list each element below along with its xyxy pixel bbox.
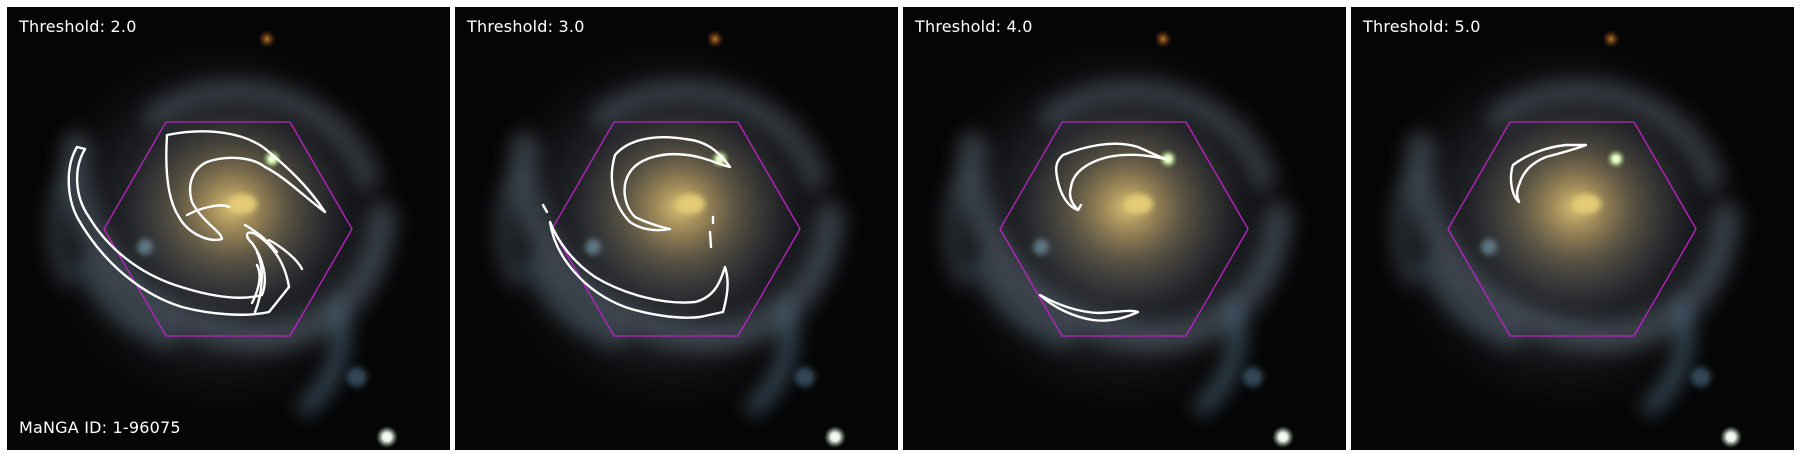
galaxy-image bbox=[1351, 7, 1794, 450]
panel-threshold-3: Threshold: 3.0 bbox=[455, 7, 898, 450]
contour-overlay bbox=[541, 136, 732, 319]
panel-threshold-4: Threshold: 4.0 bbox=[903, 7, 1346, 450]
contour-overlay bbox=[67, 130, 327, 316]
threshold-label: Threshold: 2.0 bbox=[19, 17, 137, 36]
galaxy-image bbox=[7, 7, 450, 450]
threshold-label: Threshold: 3.0 bbox=[467, 17, 585, 36]
panel-threshold-5: Threshold: 5.0 bbox=[1351, 7, 1794, 450]
manga-id-label: MaNGA ID: 1-96075 bbox=[19, 418, 181, 437]
contour-overlay bbox=[1038, 142, 1167, 322]
galaxy-image bbox=[903, 7, 1346, 450]
contour-overlay bbox=[1509, 143, 1588, 204]
panel-threshold-2: Threshold: 2.0 MaNGA ID: 1-96075 bbox=[7, 7, 450, 450]
galaxy-image bbox=[455, 7, 898, 450]
threshold-label: Threshold: 5.0 bbox=[1363, 17, 1481, 36]
threshold-label: Threshold: 4.0 bbox=[915, 17, 1033, 36]
